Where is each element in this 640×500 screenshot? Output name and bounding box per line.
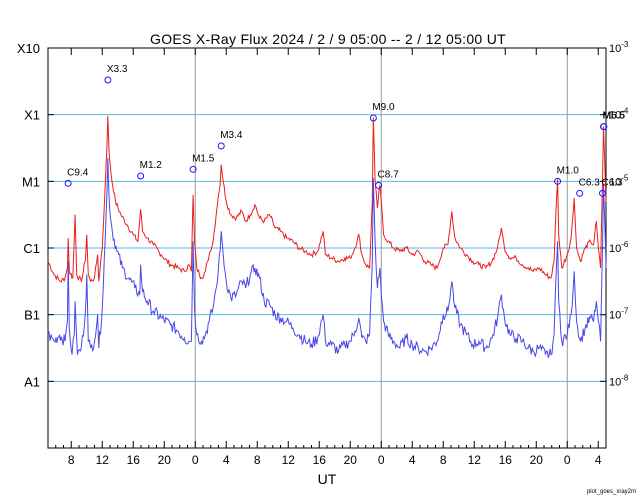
flare-label: C6.3 bbox=[579, 177, 601, 188]
x-tick-label: 4 bbox=[409, 453, 416, 467]
flux-label: 10-5 bbox=[609, 173, 629, 188]
flare-label: C6.3 bbox=[602, 177, 624, 188]
flux-label: 10-4 bbox=[609, 107, 629, 122]
flux-label: 10-8 bbox=[609, 373, 629, 388]
x-tick-label: 8 bbox=[68, 453, 75, 467]
flare-label: M1.5 bbox=[192, 153, 215, 164]
class-label-C1: C1 bbox=[23, 241, 40, 256]
flare-label: M6.5 bbox=[603, 111, 626, 122]
x-axis-label: UT bbox=[318, 471, 337, 487]
flare-marker bbox=[599, 189, 607, 197]
flare-marker bbox=[600, 123, 608, 131]
flux-label: 10-6 bbox=[609, 240, 629, 255]
flare-marker bbox=[217, 142, 225, 150]
flare-marker bbox=[375, 181, 383, 189]
x-tick-label: 16 bbox=[127, 453, 141, 467]
flux-label: 10-3 bbox=[609, 40, 629, 55]
x-tick-label: 4 bbox=[595, 453, 602, 467]
flare-label: C9.4 bbox=[67, 167, 89, 178]
flux-axis: 10-3 10-4 10-5 10-6 10-7 10-8 bbox=[600, 40, 629, 388]
chart-title: GOES X-Ray Flux 2024 / 2 / 9 05:00 -- 2 … bbox=[150, 31, 506, 47]
flare-label: M9.0 bbox=[372, 102, 395, 113]
x-tick-label: 8 bbox=[254, 453, 261, 467]
x-tick-label: 12 bbox=[282, 453, 296, 467]
flare-marker bbox=[554, 177, 562, 185]
flux-label: 10-7 bbox=[609, 307, 629, 322]
plot-credit: plot_goes_xray2m bbox=[587, 489, 636, 495]
flare-marker bbox=[64, 179, 72, 187]
x-tick-label: 0 bbox=[564, 453, 571, 467]
flare-label: M1.2 bbox=[140, 160, 163, 171]
flux-gridlines bbox=[48, 114, 606, 382]
x-tick-label: 16 bbox=[313, 453, 327, 467]
flare-label: X3.3 bbox=[107, 64, 128, 75]
class-label-X1: X1 bbox=[24, 108, 40, 123]
x-tick-label: 0 bbox=[192, 453, 199, 467]
x-tick-label: 16 bbox=[499, 453, 513, 467]
flare-marker bbox=[576, 189, 584, 197]
series-short-channel bbox=[47, 157, 607, 359]
x-tick-label: 0 bbox=[378, 453, 385, 467]
flare-marker bbox=[189, 165, 197, 173]
flare-annotations: C9.4X3.3M1.2M1.5M3.4M9.0C8.7 M1.0C6.3 C6.3… bbox=[64, 64, 626, 197]
flux-series bbox=[47, 115, 607, 359]
class-label-A1: A1 bbox=[24, 374, 40, 389]
flare-marker bbox=[369, 114, 377, 122]
flare-marker bbox=[137, 172, 145, 180]
series-long-channel bbox=[47, 115, 607, 284]
class-label-M1: M1 bbox=[22, 174, 40, 189]
x-tick-label: 20 bbox=[344, 453, 358, 467]
x-tick-label: 12 bbox=[468, 453, 482, 467]
x-tick-label: 12 bbox=[96, 453, 110, 467]
flare-label: M3.4 bbox=[220, 130, 243, 141]
x-tick-label: 20 bbox=[158, 453, 172, 467]
class-label-B1: B1 bbox=[24, 308, 40, 323]
flare-label: M6.5 bbox=[603, 111, 626, 122]
x-tick-label: 8 bbox=[440, 453, 447, 467]
flare-class-axis: A1 B1 C1 M1 X1 X10 bbox=[17, 41, 54, 389]
flare-label: C8.7 bbox=[378, 169, 400, 180]
flare-label: M1.0 bbox=[557, 165, 580, 176]
x-tick-label: 4 bbox=[223, 453, 230, 467]
x-axis-ticks: 8 12 16 20 0 4 8 12 16 20 0 4 8 12 16 20 0 4 bbox=[55, 48, 602, 467]
x-tick-label: 20 bbox=[530, 453, 544, 467]
class-label-X10: X10 bbox=[17, 41, 40, 56]
flare-marker bbox=[104, 76, 112, 84]
